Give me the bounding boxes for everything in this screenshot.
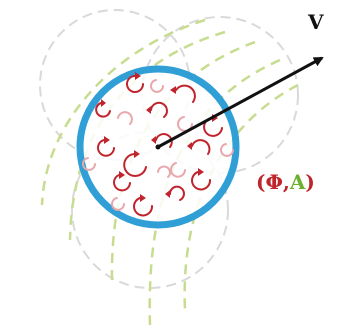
paren-open: ( <box>256 170 266 194</box>
circular-arrow-icon <box>191 139 211 155</box>
circular-arrow-icon <box>126 75 144 93</box>
circular-arrow-icon <box>123 153 147 177</box>
velocity-label: V <box>308 10 324 34</box>
arrowhead <box>101 99 106 107</box>
a-symbol: A <box>289 170 306 194</box>
potentials-label: (Φ,A) <box>256 170 315 194</box>
circular-arrow-icon <box>97 139 115 157</box>
comma: , <box>282 170 290 194</box>
phi-symbol: Φ <box>265 170 283 194</box>
circular-arrow-icon <box>117 111 133 125</box>
circular-arrow-icon <box>157 165 171 178</box>
arrowhead <box>134 150 140 158</box>
paren-close: ) <box>305 170 315 194</box>
circular-arrow-icon <box>155 133 173 148</box>
circular-arrow-icon <box>191 171 212 191</box>
arrowhead <box>165 190 170 198</box>
arrowhead <box>135 72 141 80</box>
circular-arrow-icon <box>111 197 125 211</box>
arrowhead <box>146 106 151 114</box>
arrowhead <box>187 142 192 150</box>
circular-arrow-icon <box>170 162 186 178</box>
arrowhead <box>119 171 125 179</box>
circular-arrow-icon <box>82 157 96 171</box>
circular-arrow-icon <box>168 185 185 201</box>
center-dot <box>155 144 161 150</box>
arrowhead <box>198 168 204 176</box>
circular-arrow-icon <box>150 79 164 93</box>
circular-arrow-icon <box>95 102 111 118</box>
arrowhead <box>104 136 110 144</box>
circular-arrow-icon <box>133 197 154 217</box>
circular-arrow-icon <box>150 101 168 118</box>
ghost-circle-lower <box>71 131 229 289</box>
field-line-5 <box>40 18 206 206</box>
arrowhead <box>151 136 156 144</box>
velocity-arrow <box>157 56 324 149</box>
circular-arrow-icon <box>113 174 131 192</box>
arrowheads-dark <box>101 72 218 202</box>
arrowhead <box>140 194 146 202</box>
arrowhead <box>170 86 176 94</box>
circular-arrow-icon <box>220 143 234 157</box>
field-line-3 <box>148 58 281 326</box>
circular-arrow-icon <box>175 84 196 103</box>
